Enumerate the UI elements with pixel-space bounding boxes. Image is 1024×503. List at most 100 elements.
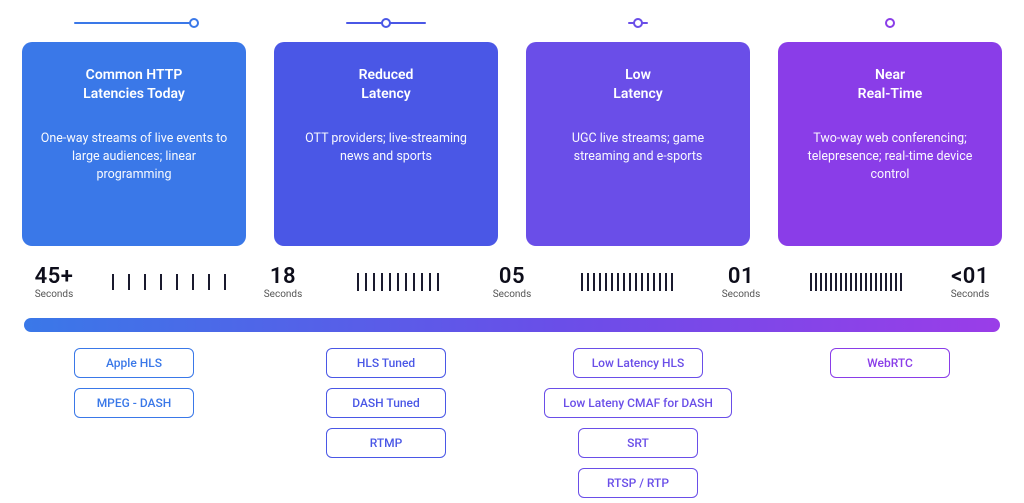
tick-mark bbox=[224, 274, 226, 290]
card-desc: Two-way web conferencing; telepresence; … bbox=[796, 130, 984, 184]
tick-mark bbox=[900, 273, 902, 291]
tick-mark bbox=[437, 273, 439, 291]
tick-mark bbox=[885, 273, 887, 291]
protocol-pill: HLS Tuned bbox=[326, 348, 446, 378]
tick-mark bbox=[413, 273, 415, 291]
protocol-pill: WebRTC bbox=[830, 348, 950, 378]
tick-mark bbox=[587, 273, 589, 291]
protocol-pill: MPEG - DASH bbox=[74, 388, 194, 418]
time-unit: Seconds bbox=[722, 289, 761, 300]
tick-mark bbox=[815, 273, 817, 291]
card-low-latency: Low Latency UGC live streams; game strea… bbox=[526, 42, 750, 246]
tick-mark bbox=[629, 273, 631, 291]
protocol-pill: RTMP bbox=[326, 428, 446, 458]
col-near-real-time: Near Real-Time Two-way web conferencing;… bbox=[778, 10, 1002, 246]
tick-mark bbox=[192, 274, 194, 290]
slider-knob bbox=[633, 18, 643, 28]
tick-mark bbox=[176, 274, 178, 290]
tick-mark bbox=[659, 273, 661, 291]
time-value: 18 bbox=[270, 264, 296, 289]
tick-mark bbox=[389, 273, 391, 291]
slider-knob bbox=[885, 18, 895, 28]
card-title: Near Real-Time bbox=[858, 66, 923, 104]
tick-mark bbox=[381, 273, 383, 291]
tick-mark bbox=[144, 274, 146, 290]
time-unit: Seconds bbox=[951, 289, 990, 300]
col-low-latency: Low Latency UGC live streams; game strea… bbox=[526, 10, 750, 246]
tick-mark bbox=[405, 273, 407, 291]
tick-mark bbox=[160, 274, 162, 290]
tick-mark bbox=[875, 273, 877, 291]
protocol-pill: RTSP / RTP bbox=[578, 468, 698, 498]
card-near-real-time: Near Real-Time Two-way web conferencing;… bbox=[778, 42, 1002, 246]
slider-knob bbox=[381, 18, 391, 28]
time-value: 45+ bbox=[35, 264, 74, 289]
tick-mark bbox=[835, 273, 837, 291]
tick-mark bbox=[599, 273, 601, 291]
tick-mark bbox=[421, 273, 423, 291]
card-common-http: Common HTTP Latencies Today One-way stre… bbox=[22, 42, 246, 246]
card-title: Reduced Latency bbox=[359, 66, 414, 104]
tick-mark bbox=[671, 273, 673, 291]
tick-mark bbox=[373, 273, 375, 291]
slider-decoration bbox=[274, 10, 498, 36]
protocol-pill: Low Lateny CMAF for DASH bbox=[544, 388, 732, 418]
tick-mark bbox=[870, 273, 872, 291]
time-marker-01: 01 Seconds bbox=[711, 264, 771, 300]
ticks-segment-2 bbox=[313, 264, 482, 300]
tick-mark bbox=[365, 273, 367, 291]
tick-mark bbox=[840, 273, 842, 291]
time-marker-lt01: <01 Seconds bbox=[940, 264, 1000, 300]
card-title: Common HTTP Latencies Today bbox=[83, 66, 185, 104]
card-desc: OTT providers; live-streaming news and s… bbox=[292, 130, 480, 166]
time-unit: Seconds bbox=[493, 289, 532, 300]
tick-mark bbox=[890, 273, 892, 291]
tick-mark bbox=[593, 273, 595, 291]
tick-mark bbox=[855, 273, 857, 291]
time-value: 01 bbox=[728, 264, 754, 289]
tick-mark bbox=[641, 273, 643, 291]
tick-mark bbox=[647, 273, 649, 291]
tick-mark bbox=[397, 273, 399, 291]
pill-col-3: Low Latency HLSLow Lateny CMAF for DASHS… bbox=[526, 348, 750, 498]
tick-mark bbox=[860, 273, 862, 291]
ticks-segment-3 bbox=[542, 264, 711, 300]
time-marker-18: 18 Seconds bbox=[253, 264, 313, 300]
pill-col-1: Apple HLS MPEG - DASH bbox=[22, 348, 246, 498]
ticks-segment-1 bbox=[84, 264, 253, 300]
card-desc: One-way streams of live events to large … bbox=[40, 130, 228, 184]
tick-mark bbox=[653, 273, 655, 291]
tick-mark bbox=[128, 274, 130, 290]
tick-mark bbox=[850, 273, 852, 291]
tick-mark bbox=[880, 273, 882, 291]
card-reduced-latency: Reduced Latency OTT providers; live-stre… bbox=[274, 42, 498, 246]
slider-line bbox=[74, 22, 194, 24]
time-value: <01 bbox=[951, 264, 989, 289]
tick-mark bbox=[635, 273, 637, 291]
tick-mark bbox=[820, 273, 822, 291]
ticks-segment-4 bbox=[771, 264, 940, 300]
tick-mark bbox=[830, 273, 832, 291]
slider-decoration bbox=[526, 10, 750, 36]
protocol-pill: DASH Tuned bbox=[326, 388, 446, 418]
tick-mark bbox=[208, 274, 210, 290]
protocol-pill: Apple HLS bbox=[74, 348, 194, 378]
time-unit: Seconds bbox=[35, 289, 74, 300]
category-cards-row: Common HTTP Latencies Today One-way stre… bbox=[22, 10, 1002, 246]
slider-decoration bbox=[778, 10, 1002, 36]
tick-mark bbox=[810, 273, 812, 291]
time-marker-45: 45+ Seconds bbox=[24, 264, 84, 300]
tick-mark bbox=[623, 273, 625, 291]
col-common-http: Common HTTP Latencies Today One-way stre… bbox=[22, 10, 246, 246]
protocol-pills-row: Apple HLS MPEG - DASH HLS Tuned DASH Tuned… bbox=[22, 348, 1002, 498]
slider-knob bbox=[189, 18, 199, 28]
tick-mark bbox=[825, 273, 827, 291]
card-desc: UGC live streams; game streaming and e-s… bbox=[544, 130, 732, 166]
timeline-row: 45+ Seconds 18 Seconds 05 Seconds 01 Sec… bbox=[22, 264, 1002, 300]
pill-col-2: HLS Tuned DASH Tuned RTMP bbox=[274, 348, 498, 498]
tick-mark bbox=[895, 273, 897, 291]
tick-mark bbox=[429, 273, 431, 291]
tick-mark bbox=[665, 273, 667, 291]
tick-mark bbox=[605, 273, 607, 291]
tick-mark bbox=[865, 273, 867, 291]
